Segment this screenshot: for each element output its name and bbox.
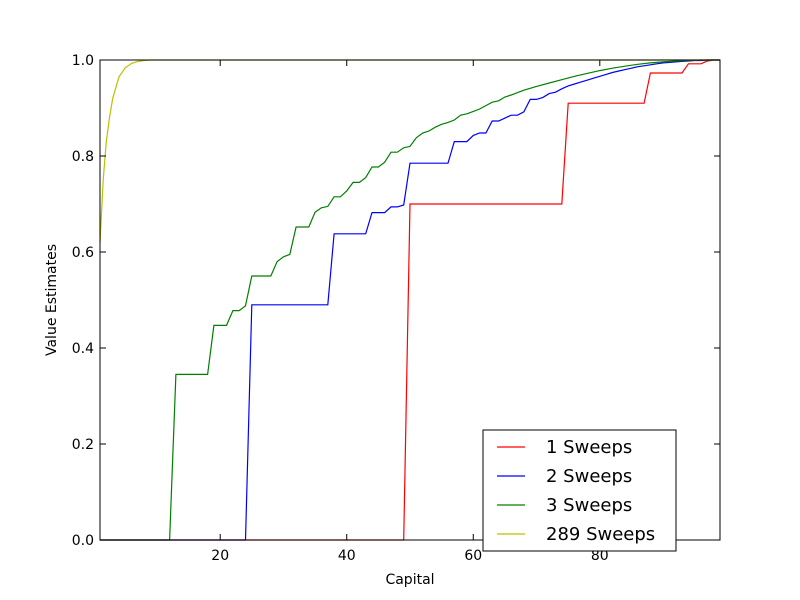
legend-box <box>482 429 677 552</box>
x-tick-label: 60 <box>464 548 482 564</box>
y-tick-label: 0.2 <box>72 437 94 453</box>
x-tick-label: 40 <box>338 548 356 564</box>
y-tick-label: 0.0 <box>72 533 94 549</box>
legend-label-2: 3 Sweeps <box>546 495 632 516</box>
legend-label-0: 1 Sweeps <box>546 437 632 458</box>
y-tick-label: 0.4 <box>72 341 94 357</box>
legend-label-1: 2 Sweeps <box>546 466 632 487</box>
x-tick-label: 80 <box>591 548 609 564</box>
x-tick-label: 20 <box>211 548 229 564</box>
axes-frame <box>99 59 721 541</box>
series-line-1 <box>100 59 720 541</box>
y-tick-label: 0.8 <box>72 149 94 165</box>
legend-label-3: 289 Sweeps <box>546 524 655 545</box>
y-tick-label: 0.6 <box>72 245 94 261</box>
y-tick-label: 1.0 <box>72 53 94 69</box>
series-line-2 <box>100 59 720 541</box>
x-axis-label: Capital <box>385 572 434 588</box>
legend: 1 Sweeps 2 Sweeps 3 Sweeps 289 Sweeps <box>482 429 677 552</box>
y-axis-label: Value Estimates <box>44 244 60 356</box>
ticks: 20 40 60 80 0.0 0.2 0.4 0.6 0.8 1.0 <box>72 53 720 564</box>
series-line-0 <box>100 59 720 541</box>
